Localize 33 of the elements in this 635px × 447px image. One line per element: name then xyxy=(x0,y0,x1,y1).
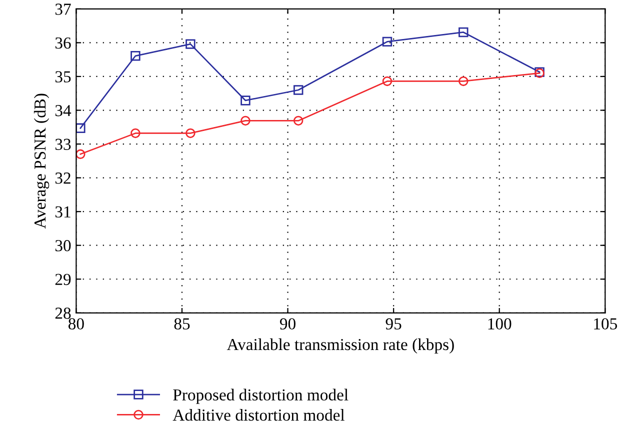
y-tick-label: 32 xyxy=(55,172,70,184)
point xyxy=(186,39,196,49)
x-tick-label: 105 xyxy=(594,318,618,330)
point xyxy=(294,116,304,126)
point xyxy=(458,76,468,86)
x-tick-label: 100 xyxy=(488,318,512,330)
point xyxy=(240,96,250,106)
point xyxy=(458,27,468,38)
x-axis-title: Available transmission rate (kbps) xyxy=(226,338,454,354)
y-tick-label: 28 xyxy=(55,308,71,319)
point xyxy=(294,85,304,95)
point xyxy=(382,36,392,47)
y-tick-label: 35 xyxy=(55,71,71,82)
y-tick-label: 29 xyxy=(55,274,71,286)
y-tick-label: 37 xyxy=(55,4,71,15)
y-tick-label: 36 xyxy=(55,37,71,49)
point xyxy=(76,149,86,160)
y-tick-label: 31 xyxy=(55,206,70,218)
x-tick-label: 95 xyxy=(386,318,402,330)
point xyxy=(130,51,140,61)
legend-label: Proposed distortion model xyxy=(173,388,348,404)
y-tick-label: 33 xyxy=(55,138,71,150)
x-tick-label: 85 xyxy=(174,318,190,330)
point xyxy=(186,128,196,138)
point xyxy=(240,116,250,126)
y-tick-label: 30 xyxy=(55,240,71,252)
point xyxy=(382,76,392,86)
y-axis-title: Average PSNR (dB) xyxy=(34,94,50,229)
x-tick-label: 80 xyxy=(68,318,84,330)
point xyxy=(130,128,140,138)
x-tick-label: 90 xyxy=(280,318,296,330)
y-tick-label: 34 xyxy=(55,105,72,116)
legend-label: Additive distortion model xyxy=(172,409,345,421)
